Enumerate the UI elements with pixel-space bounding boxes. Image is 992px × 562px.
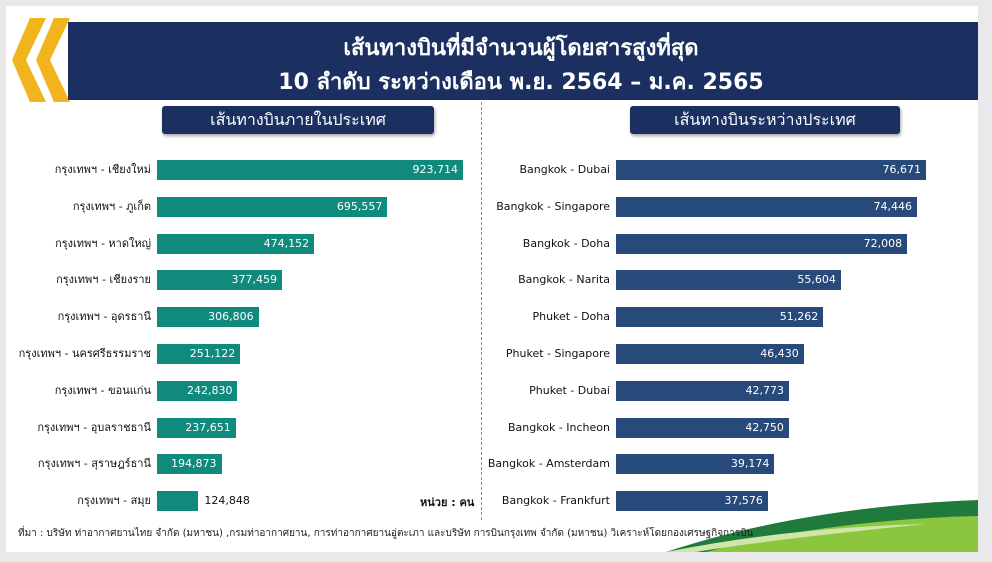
bar-category-label: กรุงเทพฯ - เชียงใหม่ bbox=[54, 163, 151, 176]
bar-category-label: กรุงเทพฯ - ขอนแก่น bbox=[54, 383, 151, 397]
bar-category-label: กรุงเทพฯ - สุราษฎร์ธานี bbox=[37, 457, 151, 471]
bar bbox=[616, 160, 926, 180]
bar-value-label: 72,008 bbox=[863, 236, 903, 250]
domestic-section-title: เส้นทางบินภายในประเทศ bbox=[162, 106, 434, 134]
bar bbox=[157, 160, 463, 180]
bar bbox=[616, 344, 804, 364]
unit-label-domestic: หน่วย : คน bbox=[420, 496, 475, 509]
bar-value-label: 695,557 bbox=[336, 199, 383, 213]
bar-value-label: 42,750 bbox=[745, 420, 784, 434]
bar-category-label: กรุงเทพฯ - สมุย bbox=[77, 494, 151, 508]
bar-value-label: 377,459 bbox=[231, 273, 278, 287]
bar-category-label: Bangkok - Narita bbox=[518, 273, 610, 287]
bar-category-label: Bangkok - Amsterdam bbox=[487, 457, 610, 471]
bar bbox=[616, 307, 824, 328]
bar-value-label: 74,446 bbox=[873, 199, 913, 213]
bar-category-label: Bangkok - Incheon bbox=[508, 420, 610, 434]
bar-category-label: กรุงเทพฯ - อุดรธานี bbox=[57, 310, 151, 324]
bar bbox=[157, 307, 259, 328]
bar-category-label: กรุงเทพฯ - อุบลราชธานี bbox=[37, 420, 151, 434]
bar bbox=[616, 270, 841, 291]
bar-category-label: Phuket - Doha bbox=[532, 310, 610, 324]
bar bbox=[157, 196, 388, 217]
bar-category-label: กรุงเทพฯ - นครศรีธรรมราช bbox=[18, 347, 151, 360]
bar bbox=[157, 344, 241, 364]
bar-value-label: 76,671 bbox=[882, 163, 922, 176]
bar-value-label: 124,848 bbox=[204, 494, 250, 508]
bar-value-label: 42,773 bbox=[745, 383, 784, 397]
bar bbox=[616, 380, 789, 401]
source-note: ที่มา : บริษัท ท่าอากาศยานไทย จำกัด (มหา… bbox=[18, 528, 754, 539]
bar-value-label: 39,174 bbox=[730, 457, 770, 471]
page-subtitle: 10 ลำดับ ระหว่างเดือน พ.ย. 2564 – ม.ค. 2… bbox=[278, 70, 764, 95]
bar bbox=[157, 417, 236, 438]
title-banner bbox=[68, 22, 978, 100]
bar-value-label: 251,122 bbox=[189, 347, 236, 360]
bar-category-label: กรุงเทพฯ - เชียงราย bbox=[56, 273, 151, 287]
bar-value-label: 51,262 bbox=[779, 310, 819, 324]
bar-value-label: 242,830 bbox=[186, 383, 233, 397]
green-swoosh-icon bbox=[666, 500, 978, 552]
bar-category-label: Bangkok - Doha bbox=[522, 236, 610, 250]
bar bbox=[616, 454, 775, 475]
page-title: เส้นทางบินที่มีจำนวนผู้โดยสารสูงที่สุด bbox=[343, 36, 699, 61]
bar bbox=[157, 270, 283, 291]
bar bbox=[157, 233, 315, 254]
infographic-card: เส้นทางบินที่มีจำนวนผู้โดยสารสูงที่สุด 1… bbox=[6, 6, 978, 552]
bar bbox=[157, 454, 222, 475]
bar bbox=[157, 380, 238, 401]
bar-category-label: Phuket - Dubai bbox=[529, 383, 610, 397]
bar bbox=[616, 417, 789, 438]
bar-category-label: Phuket - Singapore bbox=[505, 347, 610, 360]
bar-category-label: กรุงเทพฯ - หาดใหญ่ bbox=[55, 236, 151, 250]
bar-value-label: 237,651 bbox=[185, 420, 231, 434]
bar bbox=[616, 233, 908, 254]
bar-value-label: 55,604 bbox=[797, 273, 836, 287]
section-divider bbox=[481, 102, 482, 520]
bar-value-label: 194,873 bbox=[171, 457, 217, 471]
bar-category-label: กรุงเทพฯ - ภูเก็ต bbox=[72, 199, 151, 213]
bar bbox=[157, 491, 199, 512]
bar-value-label: 37,576 bbox=[724, 494, 763, 508]
bar-category-label: Bangkok - Frankfurt bbox=[501, 494, 610, 508]
bar-category-label: Bangkok - Dubai bbox=[519, 163, 610, 176]
international-section-title: เส้นทางบินระหว่างประเทศ bbox=[630, 106, 900, 134]
bar bbox=[616, 491, 768, 512]
bar-value-label: 46,430 bbox=[760, 347, 799, 360]
bar bbox=[616, 196, 917, 217]
bar-value-label: 306,806 bbox=[208, 310, 254, 324]
bar-value-label: 923,714 bbox=[412, 163, 459, 176]
bar-value-label: 474,152 bbox=[263, 236, 310, 250]
chevron-double-icon bbox=[12, 18, 70, 102]
bar-category-label: Bangkok - Singapore bbox=[496, 199, 610, 213]
